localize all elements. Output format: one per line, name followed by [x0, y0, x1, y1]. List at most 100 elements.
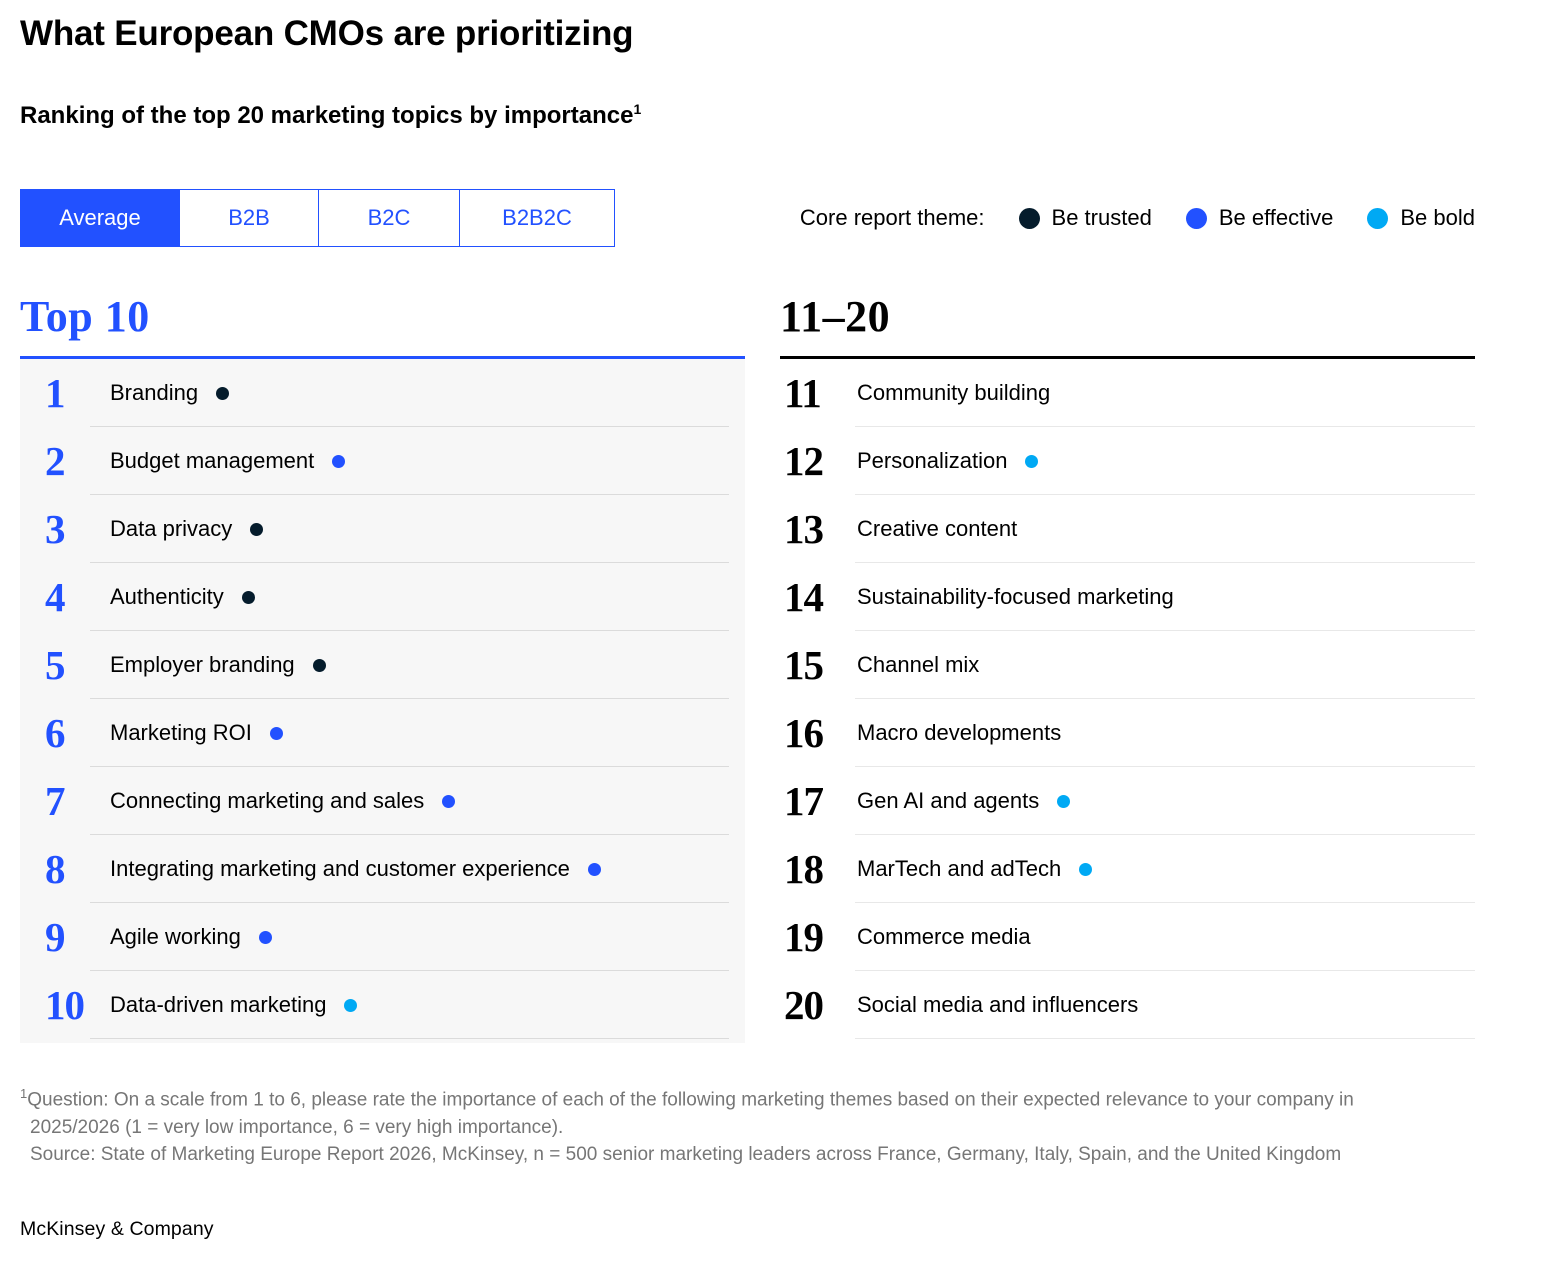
page-title: What European CMOs are prioritizing [20, 14, 634, 53]
legend-item-label: Be bold [1400, 205, 1475, 231]
rank-number: 12 [784, 437, 824, 484]
rank-number: 14 [784, 573, 824, 620]
ranking-row: 14 Sustainability-focused marketing [780, 563, 1475, 632]
ranking-row: 11 Community building [780, 359, 1475, 428]
rank-number: 17 [784, 777, 824, 824]
rank-number: 6 [45, 709, 66, 756]
ranking-row: 20 Social media and influencers [780, 971, 1475, 1040]
tab-b2c[interactable]: B2C [318, 189, 460, 248]
topic-label: Personalization [857, 448, 1008, 474]
theme-dot-bold-icon [1079, 862, 1093, 876]
theme-dot-trusted-icon [250, 522, 264, 536]
topic-label: Creative content [857, 516, 1018, 542]
footnote-marker-sup: 1 [633, 101, 642, 118]
theme-dot-bold-icon [1025, 454, 1039, 468]
ranking-row: 6 Marketing ROI [20, 699, 745, 768]
rank-number: 2 [45, 437, 66, 484]
ranking-row: 13 Creative content [780, 495, 1475, 564]
footnote-marker: 1 [20, 1086, 28, 1102]
tab-b2b[interactable]: B2B [179, 189, 319, 248]
topic-label: Connecting marketing and sales [110, 788, 425, 814]
ranking-row: 12 Personalization [780, 427, 1475, 496]
legend-item-effective: Be effective [1185, 205, 1334, 231]
rank-number: 8 [45, 845, 66, 892]
topic-label: Macro developments [857, 720, 1062, 746]
bold-dot-icon [1367, 207, 1389, 229]
rank-number: 4 [45, 573, 66, 620]
trusted-dot-icon [1018, 207, 1040, 229]
rank-number: 13 [784, 505, 824, 552]
ranking-row: 18 MarTech and adTech [780, 835, 1475, 904]
top10-list: 1 Branding 2 Budget management 3 Data privacy… [20, 359, 745, 1044]
rank-number: 7 [45, 777, 66, 824]
tab-b2b2c[interactable]: B2B2C [459, 189, 615, 248]
rank-number: 20 [784, 981, 824, 1028]
topic-label: Gen AI and agents [857, 788, 1040, 814]
topic-label: Marketing ROI [110, 720, 252, 746]
top10-column: Top 10 1 Branding 2 Budget management 3 Data … [20, 295, 745, 1044]
topic-label: Commerce media [857, 924, 1031, 950]
rank-number: 5 [45, 641, 66, 688]
topic-label: MarTech and adTech [857, 856, 1062, 882]
topic-label: Employer branding [110, 652, 295, 678]
tab-average[interactable]: Average [20, 189, 180, 248]
legend-item-bold: Be bold [1367, 205, 1475, 231]
theme-dot-bold-icon [344, 998, 358, 1012]
topic-label: Data privacy [110, 516, 233, 542]
ranking-row: 19 Commerce media [780, 903, 1475, 972]
view-tabs: Average B2B B2C B2B2C [20, 189, 615, 248]
rank-number: 9 [45, 913, 66, 960]
rank-number: 16 [784, 709, 824, 756]
topic-label: Authenticity [110, 584, 224, 610]
legend-item-trusted: Be trusted [1018, 205, 1152, 231]
theme-dot-effective-icon [442, 794, 456, 808]
ranking-columns: Top 10 1 Branding 2 Budget management 3 Data … [20, 295, 1475, 1044]
ranking-row: 3 Data privacy [20, 495, 745, 564]
subtitle-text: Ranking of the top 20 marketing topics b… [20, 102, 634, 130]
eleven-twenty-list: 11 Community building 12 Personalization 13 C… [780, 359, 1475, 1040]
eleven-twenty-heading: 11–20 [780, 292, 891, 342]
topic-label: Budget management [110, 448, 315, 474]
ranking-row: 5 Employer branding [20, 631, 745, 700]
topic-label: Community building [857, 380, 1051, 406]
rank-number: 3 [45, 505, 66, 552]
topic-label: Integrating marketing and customer exper… [110, 856, 570, 882]
theme-dot-trusted-icon [216, 386, 230, 400]
top10-rule [20, 356, 745, 360]
theme-dot-effective-icon [258, 930, 272, 944]
legend-item-label: Be trusted [1051, 205, 1152, 231]
ranking-row: 4 Authenticity [20, 563, 745, 632]
topic-label: Branding [110, 380, 199, 406]
ranking-row: 1 Branding [20, 359, 745, 428]
rank-number: 18 [784, 845, 824, 892]
footnote: 1Question: On a scale from 1 to 6, pleas… [20, 1085, 1440, 1168]
mckinsey-logo: McKinsey & Company [20, 1218, 214, 1241]
rank-number: 19 [784, 913, 824, 960]
topic-label: Data-driven marketing [110, 992, 327, 1018]
topic-label: Sustainability-focused marketing [857, 584, 1174, 610]
rank-number: 15 [784, 641, 824, 688]
controls-row: Average B2B B2C B2B2C Core report theme:… [20, 189, 1475, 248]
topic-label: Channel mix [857, 652, 980, 678]
ranking-row: 15 Channel mix [780, 631, 1475, 700]
legend-title: Core report theme: [799, 205, 985, 231]
ranking-row: 8 Integrating marketing and customer expe… [20, 835, 745, 904]
footnote-question-text: Question: On a scale from 1 to 6, please… [27, 1089, 1354, 1138]
theme-dot-trusted-icon [241, 590, 255, 604]
rank-number: 10 [45, 981, 85, 1028]
topic-label: Social media and influencers [857, 992, 1139, 1018]
page-subtitle: Ranking of the top 20 marketing topics b… [20, 101, 1475, 130]
footnote-source: Source: State of Marketing Europe Report… [30, 1143, 1342, 1165]
ranking-row: 16 Macro developments [780, 699, 1475, 768]
eleven-twenty-column: 11–20 11 Community building 12 Personalizat… [780, 295, 1475, 1043]
legend-item-label: Be effective [1218, 205, 1334, 231]
effective-dot-icon [1185, 207, 1207, 229]
theme-dot-trusted-icon [312, 658, 326, 672]
ranking-row: 9 Agile working [20, 903, 745, 972]
rank-number: 11 [784, 369, 822, 416]
theme-dot-effective-icon [587, 862, 601, 876]
theme-dot-effective-icon [332, 454, 346, 468]
ranking-row: 7 Connecting marketing and sales [20, 767, 745, 836]
ranking-row: 10 Data-driven marketing [20, 971, 745, 1040]
